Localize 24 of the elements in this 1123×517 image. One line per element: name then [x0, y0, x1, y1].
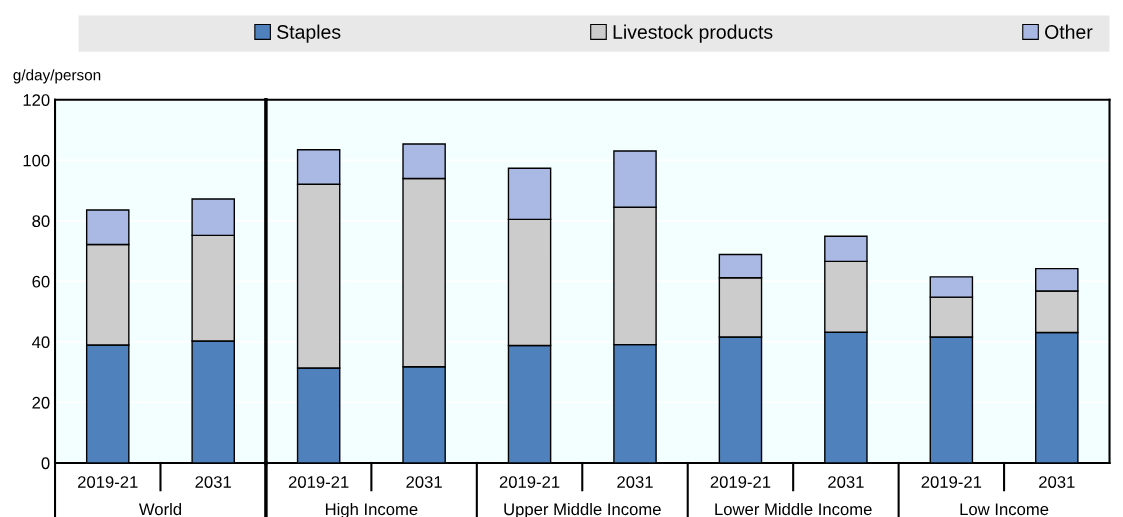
y-tick-label: 20: [32, 396, 50, 409]
x-tick-label: 2031: [617, 476, 653, 488]
text: Low Income: [960, 503, 1049, 516]
x-tick-label: 2019-21: [499, 476, 560, 488]
x-tick-label: 2019-21: [288, 476, 349, 488]
x-tick-label: 2019-21: [921, 476, 982, 488]
y-tick-label: 0: [41, 457, 50, 470]
text: World: [138, 502, 182, 516]
x-tick-label: 2019-21: [78, 476, 138, 488]
y-tick-label: 100: [23, 154, 50, 167]
legend-label: Other: [1045, 24, 1093, 39]
x-tick-label: 2019-21: [710, 476, 771, 488]
y-tick-label: 40: [32, 336, 50, 349]
x-tick-label: 2031: [406, 476, 442, 488]
x-tick-label: 2031: [195, 476, 231, 488]
y-tick-label: 80: [32, 215, 50, 228]
text: Lower Middle Income: [715, 502, 872, 516]
y-tick-label: 60: [32, 275, 50, 288]
legend-label: Livestock products: [613, 24, 773, 43]
legend-label: Staples: [277, 24, 341, 43]
x-tick-label: 2031: [1039, 476, 1075, 488]
y-axis-title: g/day/person: [13, 69, 101, 84]
y-tick-label: 120: [23, 94, 50, 106]
x-tick-label: 2031: [828, 476, 864, 488]
